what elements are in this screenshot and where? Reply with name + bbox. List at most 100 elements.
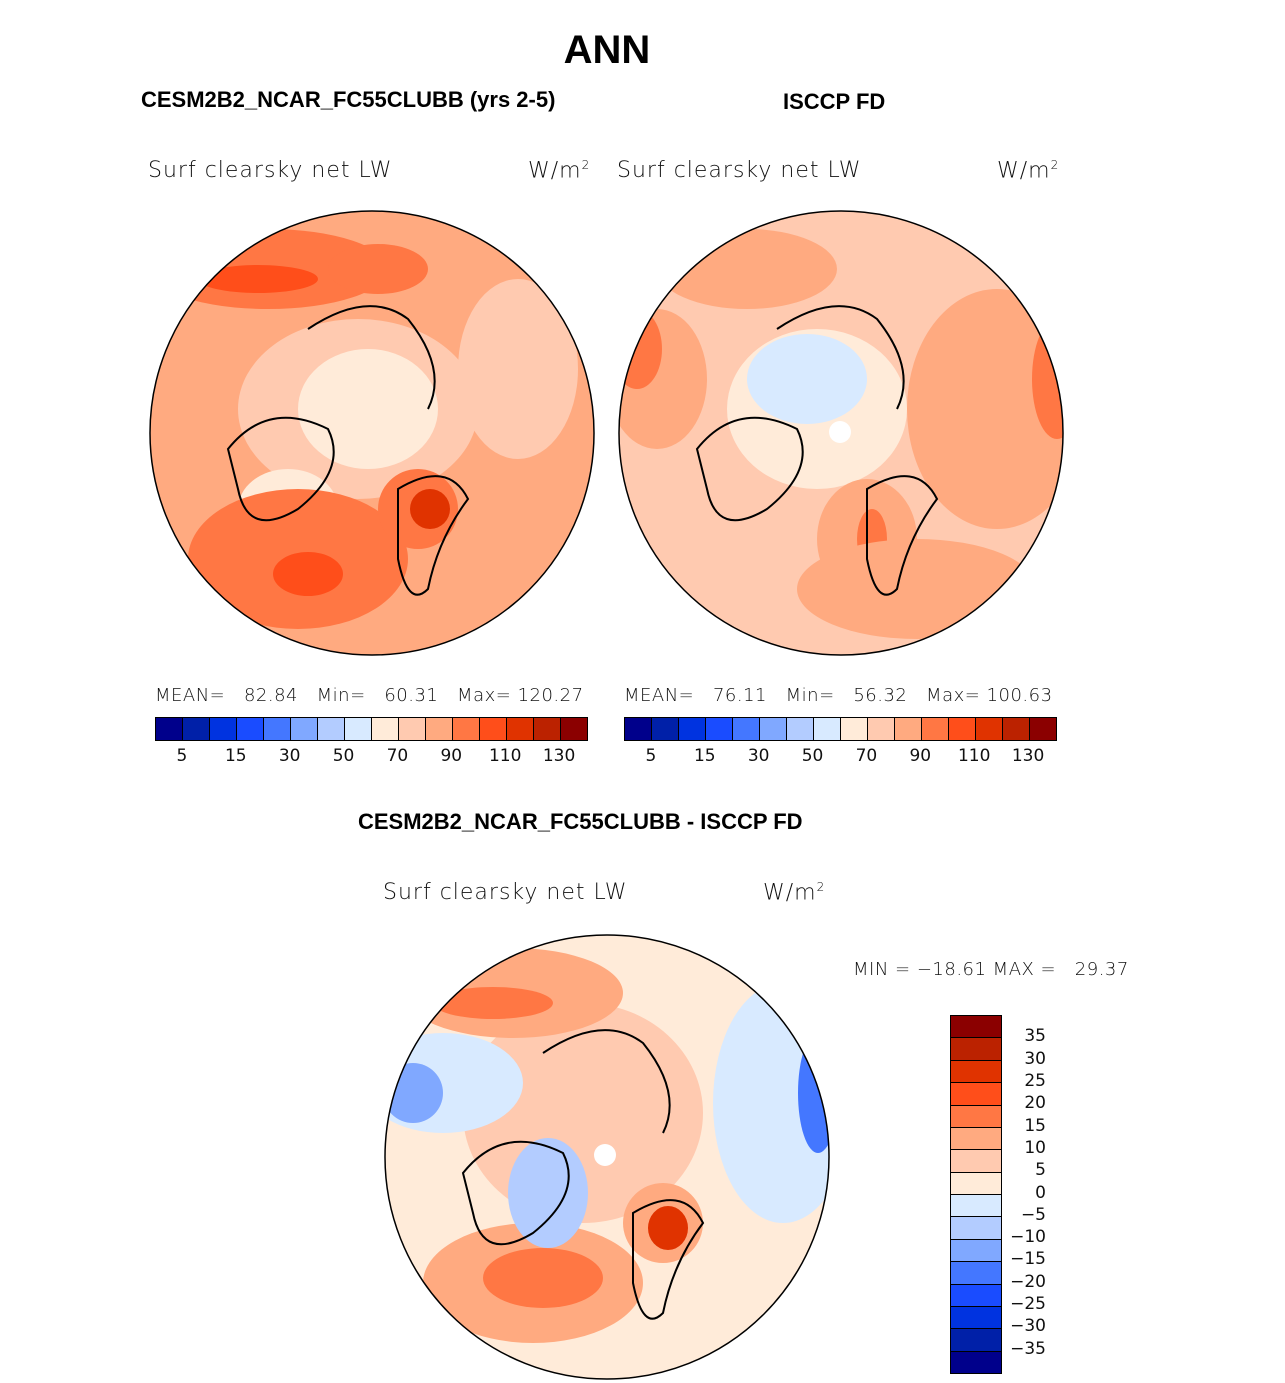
colorbar-tick-label: 15 <box>693 746 716 766</box>
colorbar-tick-label: 50 <box>801 746 824 766</box>
colorbar-swatch <box>399 718 426 740</box>
panel-2-title: ISCCP FD <box>783 89 886 114</box>
units-text: W/m <box>997 158 1051 184</box>
colorbar-tick-label: 10 <box>1024 1137 1046 1158</box>
min-value: 56.32 <box>853 685 908 706</box>
colorbar-swatch <box>291 718 318 740</box>
colorbar-swatch <box>453 718 480 740</box>
colorbar-swatch <box>951 1150 1001 1173</box>
max-value: 100.63 <box>986 685 1053 706</box>
colorbar-swatch <box>868 718 895 740</box>
panel-2-stats: MEAN= 76.11 Min= 56.32 Max= 100.63 <box>624 685 1053 706</box>
colorbar-tick-label: 90 <box>440 746 463 766</box>
panel-2-colorbar <box>624 717 1057 741</box>
min-label: Min= <box>785 685 835 706</box>
colorbar-tick-label: −10 <box>1010 1227 1046 1248</box>
panel-2-variable: Surf clearsky net LW <box>617 158 862 183</box>
colorbar-swatch <box>951 1284 1001 1307</box>
colorbar-swatch <box>951 1105 1001 1128</box>
max-label: Max= <box>926 685 981 706</box>
colorbar-swatch <box>951 1060 1001 1084</box>
colorbar-tick-label: 20 <box>1024 1093 1046 1114</box>
colorbar-tick-label: 0 <box>1035 1182 1046 1203</box>
colorbar-swatch <box>507 718 534 740</box>
colorbar-swatch <box>625 718 652 740</box>
colorbar-swatch <box>951 1217 1001 1240</box>
mean-label: MEAN= <box>624 685 695 706</box>
panel-1-stats: MEAN= 82.84 Min= 60.31 Max= 120.27 <box>155 685 584 706</box>
colorbar-tick-label: 5 <box>645 746 657 766</box>
panel-2-units: W/m2 <box>997 158 1059 183</box>
colorbar-tick-label: 30 <box>1024 1048 1046 1069</box>
mean-label: MEAN= <box>155 685 226 706</box>
colorbar-tick-label: 50 <box>332 746 355 766</box>
colorbar-swatch <box>949 718 976 740</box>
colorbar-tick-label: −25 <box>1010 1294 1046 1315</box>
diff-polar-map <box>384 934 830 1380</box>
units-exponent: 2 <box>1050 158 1060 172</box>
colorbar-swatch <box>345 718 372 740</box>
colorbar-swatch <box>787 718 814 740</box>
colorbar-swatch <box>951 1172 1001 1195</box>
diff-min-max: MIN = −18.61 MAX = 29.37 <box>853 959 1129 980</box>
figure-title: ANN <box>563 28 651 72</box>
colorbar-tick-label: 110 <box>957 746 991 766</box>
mean-value: 82.84 <box>243 685 298 706</box>
colorbar-swatch <box>976 718 1003 740</box>
colorbar-swatch <box>951 1306 1001 1330</box>
colorbar-swatch <box>372 718 399 740</box>
panel-1-title: CESM2B2_NCAR_FC55CLUBB (yrs 2-5) <box>141 87 556 112</box>
panel-1-polar-map <box>149 210 595 656</box>
colorbar-swatch <box>814 718 841 740</box>
min-value: 60.31 <box>384 685 439 706</box>
colorbar-swatch <box>841 718 868 740</box>
diff-colorbar <box>950 1015 1002 1374</box>
colorbar-swatch <box>951 1038 1001 1061</box>
colorbar-tick-label: 70 <box>386 746 409 766</box>
colorbar-tick-label: 5 <box>1035 1160 1046 1181</box>
colorbar-swatch <box>183 718 210 740</box>
colorbar-swatch <box>951 1195 1001 1218</box>
colorbar-tick-label: 15 <box>1024 1115 1046 1136</box>
diff-panel-title: CESM2B2_NCAR_FC55CLUBB - ISCCP FD <box>358 809 803 834</box>
colorbar-swatch <box>951 1016 1001 1039</box>
panel-1-units: W/m2 <box>528 158 590 183</box>
panel-1-variable: Surf clearsky net LW <box>148 158 393 183</box>
units-exponent: 2 <box>581 158 591 172</box>
colorbar-tick-label: 30 <box>278 746 301 766</box>
colorbar-swatch <box>733 718 760 740</box>
colorbar-tick-label: 130 <box>542 746 576 766</box>
colorbar-tick-label: −30 <box>1010 1316 1046 1337</box>
colorbar-swatch <box>210 718 237 740</box>
mean-value: 76.11 <box>712 685 767 706</box>
diff-panel-variable: Surf clearsky net LW <box>383 880 628 905</box>
colorbar-swatch <box>951 1329 1001 1352</box>
colorbar-swatch <box>426 718 453 740</box>
colorbar-tick-label: 5 <box>176 746 188 766</box>
colorbar-swatch <box>561 718 587 740</box>
colorbar-swatch <box>1030 718 1056 740</box>
units-text: W/m <box>763 880 817 906</box>
colorbar-swatch <box>706 718 733 740</box>
colorbar-swatch <box>480 718 507 740</box>
colorbar-swatch <box>237 718 264 740</box>
colorbar-tick-label: −35 <box>1010 1338 1046 1359</box>
max-value: 120.27 <box>517 685 584 706</box>
colorbar-tick-label: 15 <box>224 746 247 766</box>
colorbar-tick-label: 70 <box>855 746 878 766</box>
max-label: Max= <box>457 685 512 706</box>
panel-2-polar-map <box>618 210 1064 656</box>
colorbar-swatch <box>264 718 291 740</box>
min-label: Min= <box>316 685 366 706</box>
panel-1-colorbar <box>155 717 588 741</box>
colorbar-tick-label: −5 <box>1020 1204 1046 1225</box>
colorbar-tick-label: 35 <box>1024 1026 1046 1047</box>
colorbar-tick-label: 25 <box>1024 1070 1046 1091</box>
colorbar-swatch <box>951 1083 1001 1106</box>
colorbar-tick-label: −15 <box>1010 1249 1046 1270</box>
colorbar-swatch <box>156 718 183 740</box>
colorbar-swatch <box>1003 718 1030 740</box>
colorbar-swatch <box>951 1351 1001 1373</box>
diff-panel-units: W/m2 <box>763 880 825 905</box>
